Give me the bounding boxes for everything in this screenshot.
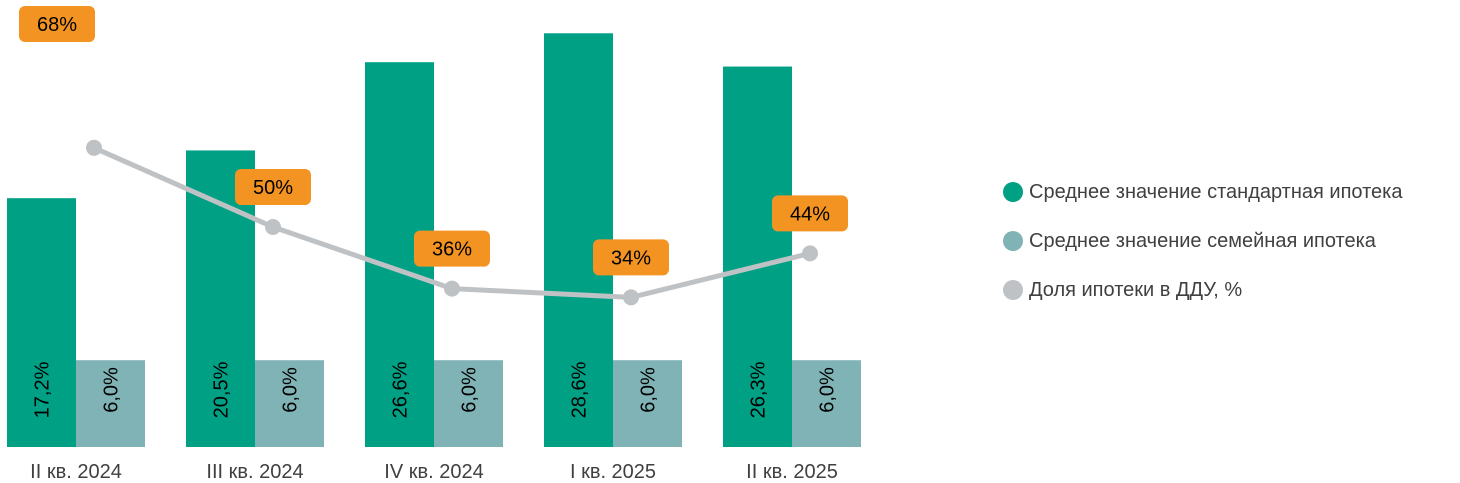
bar-label-standard: 26,3% <box>748 361 770 418</box>
bar-family <box>76 360 145 447</box>
legend-item-share[interactable]: Доля ипотеки в ДДУ, % <box>1003 278 1453 302</box>
share-point <box>265 219 281 235</box>
bar-labels-layer: 17,2% 6,0% 20,5% 6,0% 26,6% 6,0% 28,6% 6,0% 26,3… <box>32 361 839 418</box>
share-label-box <box>414 230 490 267</box>
legend-marker-share <box>1003 280 1023 300</box>
share-point <box>444 280 460 297</box>
share-label-box <box>772 195 848 232</box>
bar-label-standard: 17,2% <box>32 361 54 418</box>
legend: Среднее значение стандартная ипотека Сре… <box>1003 180 1453 327</box>
share-point <box>623 289 639 306</box>
bar-label-family: 6,0% <box>101 367 123 413</box>
legend-label-family: Среднее значение семейная ипотека <box>1029 229 1376 252</box>
x-tick-label: II кв. 2025 <box>746 461 838 483</box>
bar-family <box>434 360 503 447</box>
x-tick-label: I кв. 2025 <box>570 461 656 483</box>
bar-family <box>613 360 682 447</box>
line-layer: 68% 50% 36% 34% 44% <box>19 6 848 306</box>
bar-label-family: 6,0% <box>638 367 660 413</box>
share-label: 36% <box>432 239 472 261</box>
bar-family <box>255 360 324 447</box>
x-tick-label: IV кв. 2024 <box>384 461 483 483</box>
share-label: 50% <box>253 177 293 199</box>
share-point <box>802 245 818 262</box>
share-label: 44% <box>790 203 830 225</box>
share-point <box>86 139 102 156</box>
share-label: 34% <box>611 247 651 269</box>
legend-label-share: Доля ипотеки в ДДУ, % <box>1029 278 1243 301</box>
legend-item-family[interactable]: Среднее значение семейная ипотека <box>1003 229 1453 253</box>
legend-marker-standard <box>1003 182 1023 202</box>
bar-label-standard: 20,5% <box>211 361 233 418</box>
x-axis: II кв. 2024 III кв. 2024 IV кв. 2024 I кв. … <box>30 461 838 483</box>
bar-standard <box>7 198 76 447</box>
bars-layer <box>7 33 861 448</box>
share-label: 68% <box>37 14 77 36</box>
share-label-box <box>235 169 311 205</box>
combo-chart: 17,2% 6,0% 20,5% 6,0% 26,6% 6,0% 28,6% 6,0% 26,3… <box>7 6 861 483</box>
share-label-box <box>593 239 669 276</box>
legend-marker-family <box>1003 231 1023 251</box>
x-tick-label: III кв. 2024 <box>206 461 303 483</box>
bar-label-standard: 28,6% <box>569 361 591 418</box>
bar-label-family: 6,0% <box>459 367 481 413</box>
bar-label-family: 6,0% <box>280 367 302 413</box>
legend-item-standard[interactable]: Среднее значение стандартная ипотека <box>1003 180 1453 204</box>
x-tick-label: II кв. 2024 <box>30 461 122 483</box>
bar-label-family: 6,0% <box>817 367 839 413</box>
bar-family <box>792 360 861 447</box>
bar-standard <box>723 66 792 447</box>
legend-label-standard: Среднее значение стандартная ипотека <box>1029 180 1403 203</box>
bar-label-standard: 26,6% <box>390 361 412 418</box>
share-label-box <box>19 6 95 42</box>
